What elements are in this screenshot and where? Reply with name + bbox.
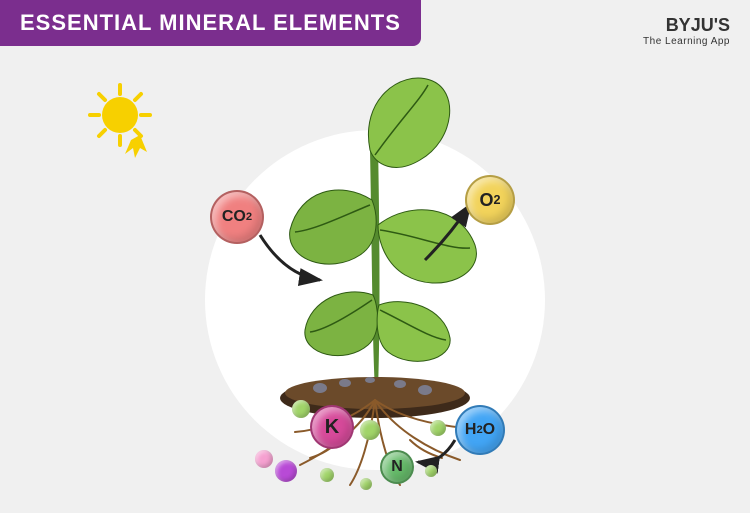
logo-main: BYJU'S [643, 15, 730, 36]
mineral-dot-3 [320, 468, 334, 482]
co2-bubble: CO2 [210, 190, 264, 244]
mineral-dot-2 [275, 460, 297, 482]
mineral-dot-4 [360, 420, 380, 440]
mineral-dot-5 [360, 478, 372, 490]
diagram: CO2 O2 KN H2O [0, 0, 750, 513]
n-bubble: N [380, 450, 414, 484]
mineral-dot-7 [425, 465, 437, 477]
brand-logo: BYJU'S The Learning App [643, 15, 730, 47]
mineral-dot-1 [255, 450, 273, 468]
page-title: ESSENTIAL MINERAL ELEMENTS [0, 0, 421, 46]
k-bubble: K [310, 405, 354, 449]
h2o-bubble: H2O [455, 405, 505, 455]
o2-bubble: O2 [465, 175, 515, 225]
mineral-dot-6 [430, 420, 446, 436]
mineral-dot-0 [292, 400, 310, 418]
logo-sub: The Learning App [643, 36, 730, 47]
